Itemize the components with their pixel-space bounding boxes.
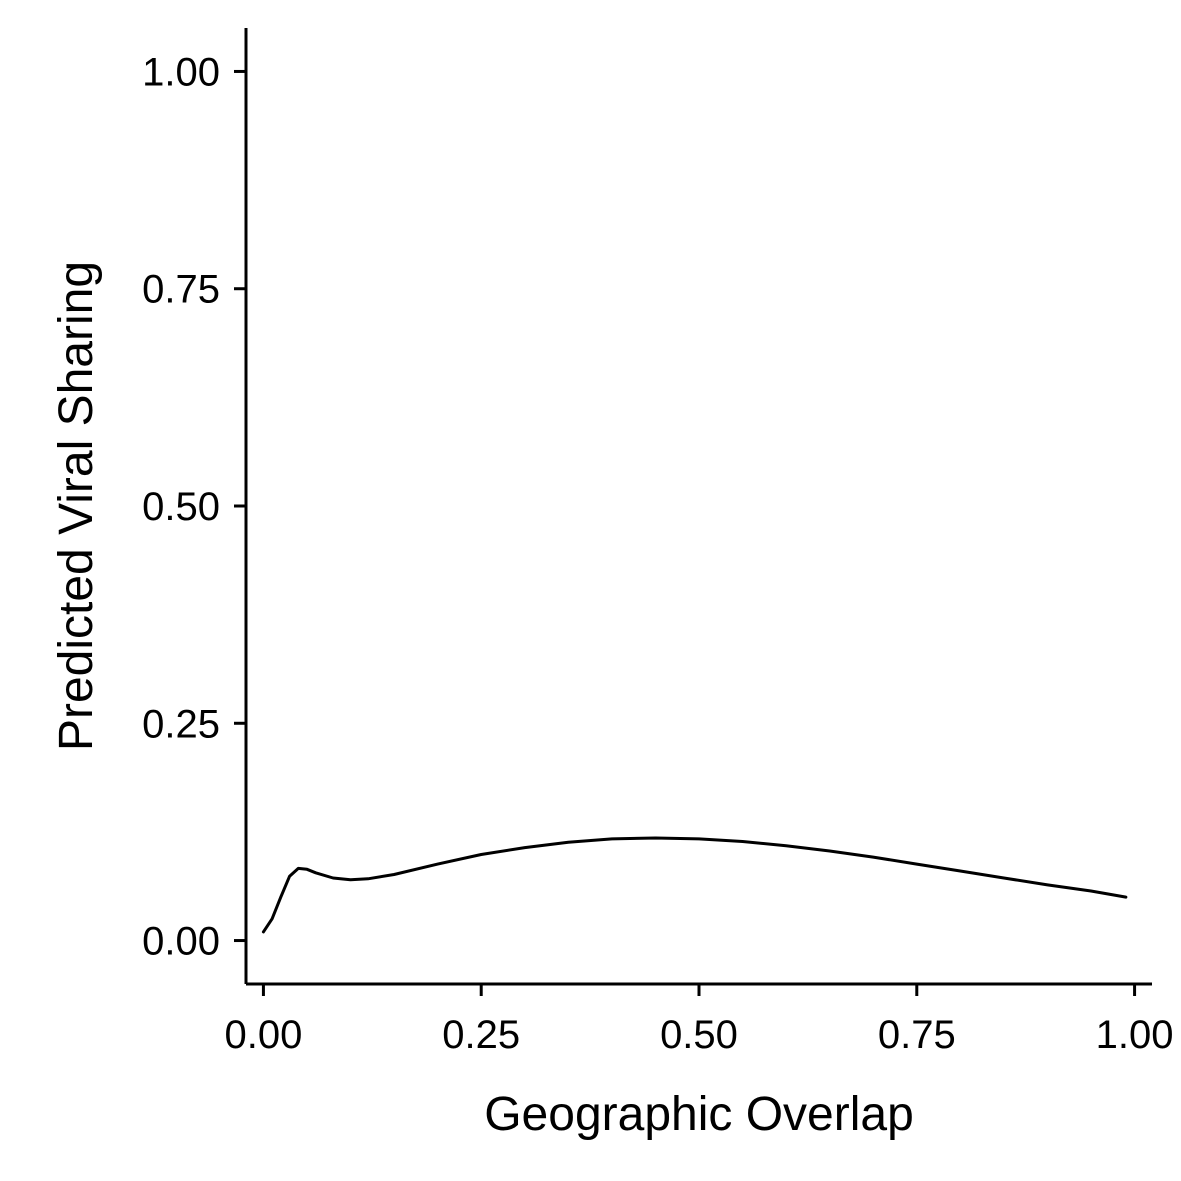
y-tick-label: 0.25	[142, 702, 220, 746]
y-axis-title: Predicted Viral Sharing	[50, 261, 103, 751]
y-tick-label: 0.00	[142, 920, 220, 964]
x-axis-ticks: 0.00 0.25 0.50 0.75 1.00	[224, 984, 1174, 1057]
y-tick-label: 1.00	[142, 50, 220, 94]
y-axis-ticks: 0.00 0.25 0.50 0.75 1.00	[142, 50, 246, 964]
x-tick-label: 0.50	[660, 1013, 738, 1057]
y-tick-label: 0.50	[142, 485, 220, 529]
y-tick-label: 0.75	[142, 268, 220, 312]
x-tick-label: 0.00	[224, 1013, 302, 1057]
x-axis-title: Geographic Overlap	[484, 1088, 914, 1141]
x-tick-label: 0.25	[442, 1013, 520, 1057]
series-line	[261, 836, 1128, 934]
x-tick-label: 0.75	[878, 1013, 956, 1057]
x-tick-label: 1.00	[1096, 1013, 1174, 1057]
